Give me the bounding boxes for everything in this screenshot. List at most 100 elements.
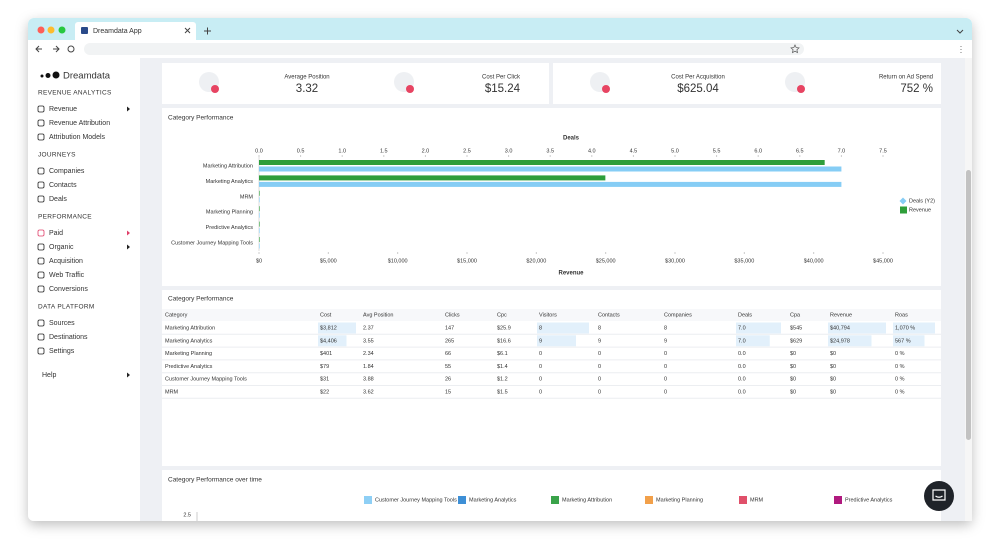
table-cell: $0 (830, 377, 836, 383)
table-cell: 0.0 (738, 364, 746, 370)
nav-buttons[interactable] (35, 45, 60, 53)
data-bar (537, 322, 589, 334)
nav-item[interactable]: Destinations (49, 334, 88, 341)
legend-swatch (900, 206, 907, 214)
axis-title: Deals (563, 136, 580, 142)
table-cell: 7.0 (738, 338, 746, 344)
nav-item[interactable]: Revenue Attribution (49, 120, 110, 127)
tab-menu[interactable] (956, 29, 964, 34)
nav-item[interactable]: Web Traffic (49, 272, 85, 279)
logo (40, 71, 60, 79)
legend-label: Customer Journey Mapping Tools (375, 497, 457, 503)
kpi-badge (211, 85, 219, 93)
x2-tick-label: 3.5 (546, 148, 554, 154)
table-cell: 0 (664, 377, 667, 383)
legend-swatch (739, 496, 747, 504)
bar (259, 243, 260, 249)
max-dot[interactable] (58, 26, 66, 34)
nav-icon (37, 243, 45, 251)
nav-icon (37, 333, 45, 341)
nav-item[interactable]: Acquisition (49, 258, 83, 265)
nav-item[interactable]: Companies (49, 168, 85, 175)
x-tick-label: $15,000 (457, 258, 477, 264)
chat-icon (932, 489, 946, 501)
data-bar (736, 335, 770, 347)
nav-item[interactable]: Conversions (49, 286, 88, 293)
table-cell: 0 (664, 389, 667, 395)
column-header: Companies (664, 312, 692, 318)
legend-swatch (834, 496, 842, 504)
data-bar (828, 335, 872, 347)
table-cell: $22 (320, 389, 329, 395)
nav-icon (37, 119, 45, 127)
column-header: Avg Position (363, 312, 393, 318)
nav-item[interactable]: Help (42, 372, 57, 379)
kpi-badge (602, 85, 610, 93)
min-dot[interactable] (47, 26, 55, 34)
x2-tick-label: 2.0 (422, 148, 430, 154)
table-cell: $1.5 (497, 389, 508, 395)
logo-text: Dreamdata (63, 71, 111, 82)
kpi-value: $625.04 (677, 83, 719, 95)
table-cell: Marketing Attribution (165, 325, 215, 331)
nav-arrow (127, 230, 130, 236)
table-cell: 7.0 (738, 325, 746, 331)
table-cell: $629 (790, 338, 802, 344)
table-cell: 0 (539, 364, 542, 370)
nav-item[interactable]: Revenue (49, 106, 77, 113)
nav-arrow (127, 244, 130, 250)
table-cell: $0 (830, 364, 836, 370)
nav-arrow (127, 372, 130, 378)
table-cell: 0 (539, 351, 542, 357)
table-cell: 0.0 (738, 351, 746, 357)
nav-section: PERFORMANCE (38, 214, 92, 221)
bar (259, 206, 260, 212)
tab-title: Dreamdata App (93, 28, 142, 35)
scroll-thumb[interactable] (966, 170, 971, 440)
table-cell: 55 (445, 364, 451, 370)
data-bar (893, 335, 925, 347)
nav-item[interactable]: Attribution Models (49, 134, 106, 141)
nav-item[interactable]: Contacts (49, 182, 77, 189)
bar (259, 181, 842, 187)
tab[interactable] (75, 22, 196, 40)
reload[interactable] (67, 45, 75, 53)
legend-swatch (458, 496, 466, 504)
table-cell: 3.88 (363, 377, 374, 383)
nav-icon (37, 133, 45, 141)
table-cell: 0 % (895, 377, 905, 383)
x2-tick-label: 6.0 (754, 148, 762, 154)
x-tick-label: $0 (256, 258, 262, 264)
bar (259, 221, 260, 227)
url-bar[interactable] (84, 43, 804, 55)
close-dot[interactable] (37, 26, 45, 34)
tab-icons[interactable] (184, 27, 211, 35)
nav-item[interactable]: Deals (49, 196, 67, 203)
data-bar (318, 322, 356, 334)
nav-item[interactable]: Sources (49, 320, 75, 327)
table-cell: $0 (790, 377, 796, 383)
bookmark[interactable] (790, 44, 800, 54)
table-cell: 0 % (895, 389, 905, 395)
time-card (162, 470, 941, 521)
data-bar (318, 335, 347, 347)
table-cell: MRM (165, 389, 179, 395)
nav-section: JOURNEYS (38, 152, 76, 159)
table-cell: 0 (539, 389, 542, 395)
nav-item[interactable]: Settings (49, 348, 75, 355)
table-cell: $0 (830, 351, 836, 357)
tab-strip (28, 18, 972, 40)
table-cell: 0 % (895, 351, 905, 357)
chat-button[interactable] (924, 481, 954, 511)
table-cell: 147 (445, 325, 454, 331)
table-cell: 9 (539, 338, 542, 344)
data-bar (736, 322, 781, 334)
table-cell: $40,794 (830, 325, 850, 331)
table-cell: $0 (790, 364, 796, 370)
table-cell: 9 (598, 338, 601, 344)
column-header: Contacts (598, 312, 620, 318)
nav-item[interactable]: Paid (49, 230, 63, 237)
card-title: Category Performance (168, 296, 234, 303)
nav-item[interactable]: Organic (49, 244, 74, 251)
